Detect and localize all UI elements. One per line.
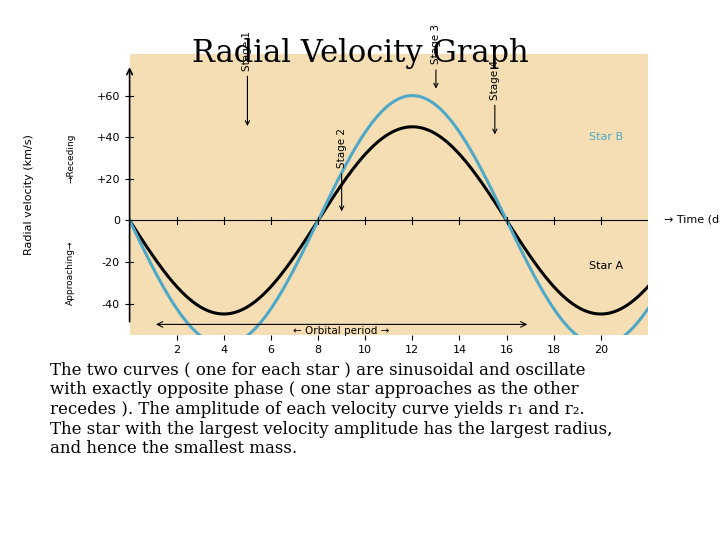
Text: Approaching→: Approaching→ (66, 240, 75, 305)
Text: Radial Velocity Graph: Radial Velocity Graph (192, 38, 528, 69)
Text: Stage 1: Stage 1 (243, 31, 253, 125)
Text: Star B: Star B (589, 132, 624, 142)
Text: ← Orbital period →: ← Orbital period → (294, 327, 390, 336)
Text: Stage 2: Stage 2 (337, 129, 346, 210)
Text: The two curves ( one for each star ) are sinusoidal and oscillate
with exactly o: The two curves ( one for each star ) are… (50, 362, 613, 457)
Text: Radial velocity (km/s): Radial velocity (km/s) (24, 134, 34, 255)
Text: Stage 4: Stage 4 (490, 60, 500, 133)
Text: Star A: Star A (589, 261, 624, 271)
Text: → Time (days): → Time (days) (665, 215, 720, 225)
Text: →Receding: →Receding (66, 133, 75, 183)
Text: Stage 3: Stage 3 (431, 24, 441, 87)
